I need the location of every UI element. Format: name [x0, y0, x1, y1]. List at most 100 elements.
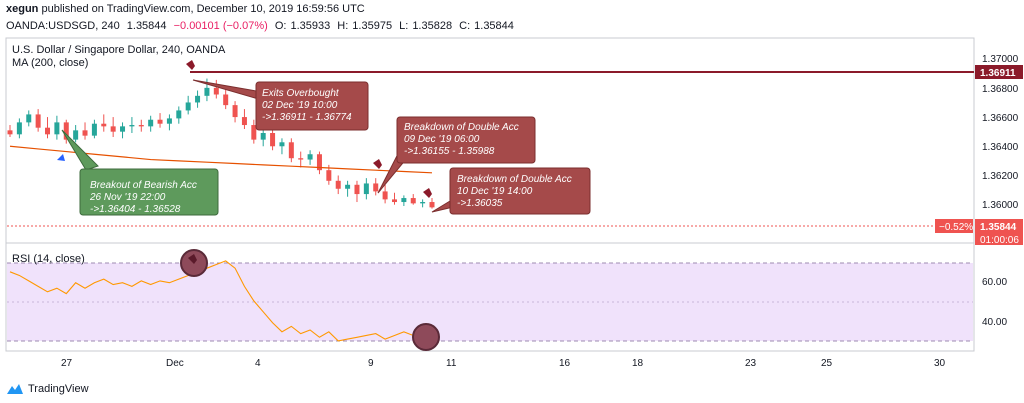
- rsi-tick-60: 60.00: [982, 277, 1007, 288]
- annotation-breakdown-1[interactable]: Breakdown of Double Acc 09 Dec '19 06:00…: [377, 116, 536, 194]
- x-tick-dec: Dec: [166, 358, 184, 369]
- ma200-line: [9, 145, 433, 174]
- candle-body: [176, 110, 182, 119]
- candle-body: [316, 154, 322, 171]
- candle-body: [204, 87, 210, 96]
- candle-body: [73, 130, 79, 140]
- ohlc-open: 1.35933: [290, 20, 331, 32]
- price-tick-4: 1.36400: [982, 142, 1019, 153]
- candle-body: [129, 125, 135, 127]
- x-tick-30: 30: [934, 358, 946, 369]
- annotation-breakdown-2[interactable]: Breakdown of Double Acc 10 Dec '19 14:00…: [431, 167, 591, 215]
- candle-body: [110, 126, 116, 132]
- price-tick-5: 1.36200: [982, 171, 1019, 182]
- candle-body: [185, 102, 191, 111]
- last-price-tag: 1.35844: [980, 222, 1017, 233]
- annotation-2-line-3: ->1.36155 - 1.35988: [404, 146, 495, 157]
- candle-body: [213, 87, 219, 95]
- candle-body: [345, 184, 351, 189]
- candle-body: [298, 158, 304, 160]
- down-arrow-icon: [423, 188, 432, 198]
- price-tick-6: 1.36000: [982, 200, 1019, 211]
- candle-body: [166, 118, 172, 124]
- footer-brand[interactable]: TradingView: [28, 383, 89, 395]
- published-info: published on TradingView.com, December 1…: [41, 3, 365, 15]
- candle-body: [251, 125, 257, 140]
- price-tick-1: 1.37000: [982, 54, 1019, 65]
- last-price-tag-bg: [975, 219, 1023, 233]
- x-tick-23: 23: [745, 358, 757, 369]
- candle-body: [307, 154, 313, 160]
- countdown-tag-bg: [975, 233, 1023, 245]
- annotation-pointer: [61, 129, 99, 171]
- candle-body: [138, 125, 144, 127]
- candle-body: [391, 199, 397, 203]
- candle-body: [363, 183, 369, 195]
- rsi-tick-40: 40.00: [982, 317, 1007, 328]
- annotation-exits-overbought[interactable]: Exits Overbought 02 Dec '19 10:00 ->1.36…: [192, 79, 369, 131]
- candle-body: [45, 127, 51, 135]
- candle-body: [63, 122, 69, 140]
- candle-body: [91, 123, 97, 136]
- annotation-2-line-1: Breakdown of Double Acc: [404, 122, 519, 133]
- candle-body: [157, 119, 163, 124]
- symbol-label: OANDA:USDSGD, 240: [6, 20, 120, 32]
- candle-body: [54, 122, 60, 135]
- high-price-tag-bg: [975, 65, 1023, 79]
- price-tick-2: 1.36800: [982, 84, 1019, 95]
- last-price: 1.35844: [126, 20, 167, 32]
- candle-body: [288, 142, 294, 159]
- candle-body: [335, 180, 341, 189]
- quote-line: OANDA:USDSGD, 240 1.35844 −0.00101 (−0.0…: [6, 20, 518, 32]
- ohlc-high-label: H:: [337, 20, 349, 32]
- candle-body: [260, 133, 266, 140]
- candle-body: [354, 184, 360, 195]
- published-header: xegun published on TradingView.com, Dece…: [0, 0, 1024, 38]
- pct-tag: −0.52%: [939, 222, 973, 233]
- x-tick-9: 9: [368, 358, 374, 369]
- candle-body: [232, 105, 238, 118]
- down-arrow-icon: [188, 254, 197, 264]
- candle-body: [7, 130, 13, 135]
- trading-chart[interactable]: U.S. Dollar / Singapore Dollar, 240, OAN…: [0, 0, 1024, 380]
- candle-body: [82, 130, 88, 136]
- annotation-4-line-2: 26 Nov '19 22:00: [89, 192, 166, 203]
- high-price-tag: 1.36911: [980, 68, 1016, 79]
- candle-body: [120, 126, 126, 132]
- candles-layer: [7, 78, 435, 209]
- chart-area[interactable]: U.S. Dollar / Singapore Dollar, 240, OAN…: [0, 0, 1024, 385]
- x-tick-27: 27: [61, 358, 73, 369]
- x-tick-18: 18: [632, 358, 644, 369]
- ohlc-low-label: L:: [399, 20, 409, 32]
- down-arrow-icon: [186, 60, 195, 70]
- rsi-line: [9, 260, 433, 342]
- annotation-3-line-1: Breakdown of Double Acc: [457, 174, 572, 185]
- tradingview-logo-icon: [7, 384, 23, 394]
- annotation-breakout-bearish[interactable]: Breakout of Bearish Acc 26 Nov '19 22:00…: [61, 129, 219, 216]
- candle-body: [195, 95, 201, 103]
- x-tick-4: 4: [255, 358, 261, 369]
- x-tick-16: 16: [559, 358, 571, 369]
- candle-body: [223, 94, 229, 106]
- candle-body: [16, 122, 22, 135]
- candle-body: [26, 114, 32, 123]
- candle-body: [101, 123, 107, 127]
- ohlc-open-label: O:: [274, 20, 287, 32]
- chart-title: U.S. Dollar / Singapore Dollar, 240, OAN…: [12, 44, 226, 56]
- ohlc-close: 1.35844: [474, 20, 514, 32]
- annotation-1-line-3: ->1.36911 - 1.36774: [262, 112, 352, 123]
- candle-body: [401, 198, 407, 203]
- candle-body: [326, 170, 332, 181]
- publisher-name[interactable]: xegun: [6, 3, 39, 15]
- footer: TradingView: [6, 383, 89, 395]
- up-arrow-icon: [57, 154, 65, 161]
- annotation-3-line-2: 10 Dec '19 14:00: [457, 186, 533, 197]
- price-change: −0.00101 (−0.07%): [173, 20, 268, 32]
- ohlc-close-label: C:: [459, 20, 471, 32]
- candle-body: [270, 133, 276, 147]
- x-tick-11: 11: [446, 358, 457, 369]
- candle-body: [148, 119, 154, 127]
- annotation-1-line-2: 02 Dec '19 10:00: [262, 100, 338, 111]
- candle-body: [35, 114, 41, 128]
- price-tick-3: 1.36600: [982, 113, 1019, 124]
